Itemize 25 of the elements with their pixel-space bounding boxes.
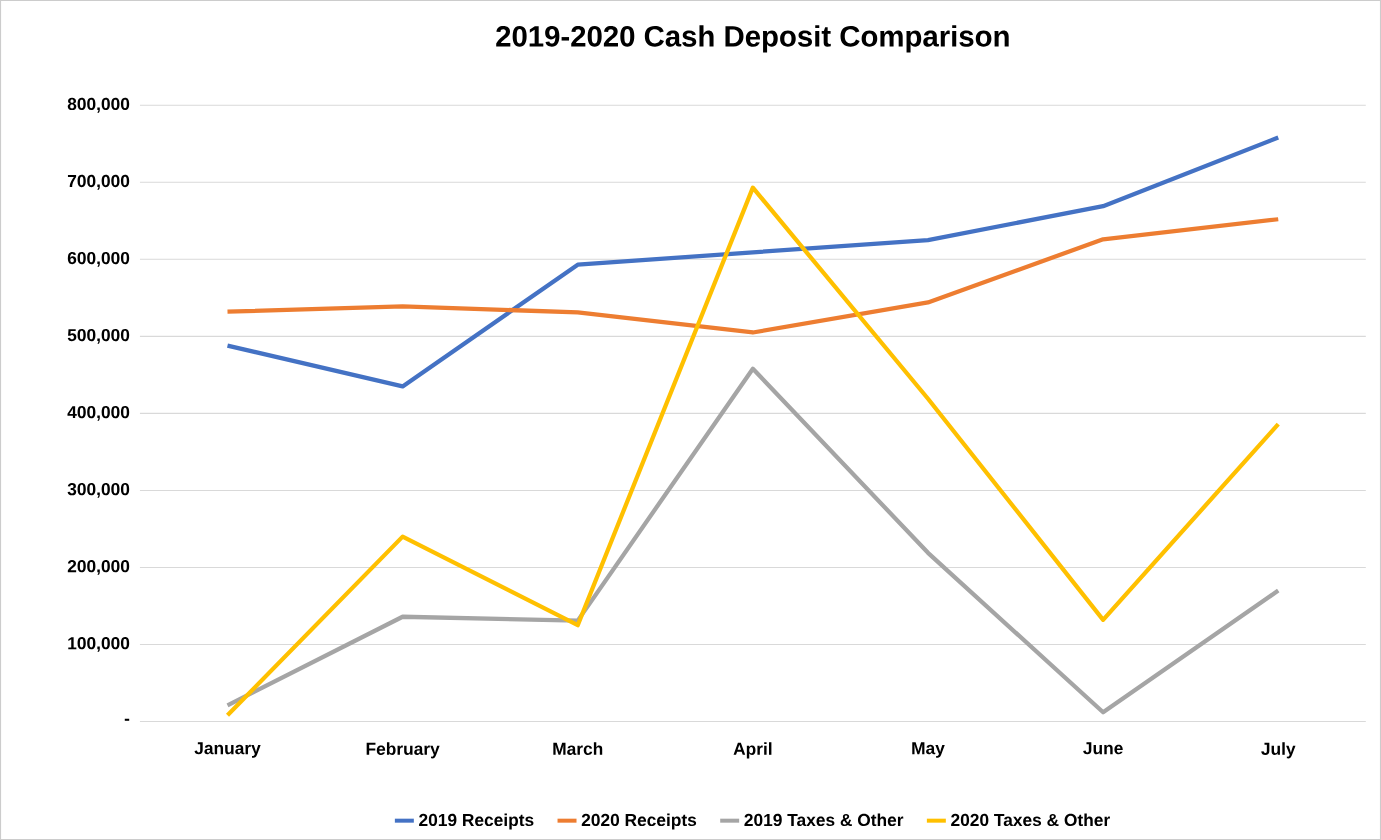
y-tick-label: 300,000 <box>67 482 130 498</box>
chart-title: 2019-2020 Cash Deposit Comparison <box>496 25 1009 53</box>
legend-label: 2019 Taxes & Other <box>744 813 904 827</box>
y-tick-label: 100,000 <box>68 637 130 652</box>
y-tick-label: 200,000 <box>67 560 130 575</box>
y-tick-label: 500,000 <box>67 328 130 344</box>
x-tick-label: May <box>912 742 945 758</box>
x-tick-label: April <box>733 742 772 759</box>
x-tick-label: February <box>366 742 440 759</box>
y-tick-label: - <box>124 718 130 721</box>
legend-label: 2019 Receipts <box>419 813 534 830</box>
legend-label: 2020 Receipts <box>581 813 697 830</box>
y-tick-label: 700,000 <box>67 174 130 190</box>
line-series <box>225 135 1281 389</box>
y-tick-label: 400,000 <box>67 405 130 421</box>
line-series <box>225 366 1281 715</box>
x-tick-label: January <box>194 742 261 758</box>
line-series <box>225 217 1281 335</box>
y-tick-label: 600,000 <box>67 251 130 267</box>
legend-label: 2020 Taxes & Other <box>951 813 1110 827</box>
x-tick-label: July <box>1261 742 1296 759</box>
y-tick-label: 800,000 <box>67 97 130 113</box>
x-tick-label: June <box>1083 742 1123 755</box>
x-tick-label: March <box>553 742 603 755</box>
line-series <box>225 185 1281 718</box>
